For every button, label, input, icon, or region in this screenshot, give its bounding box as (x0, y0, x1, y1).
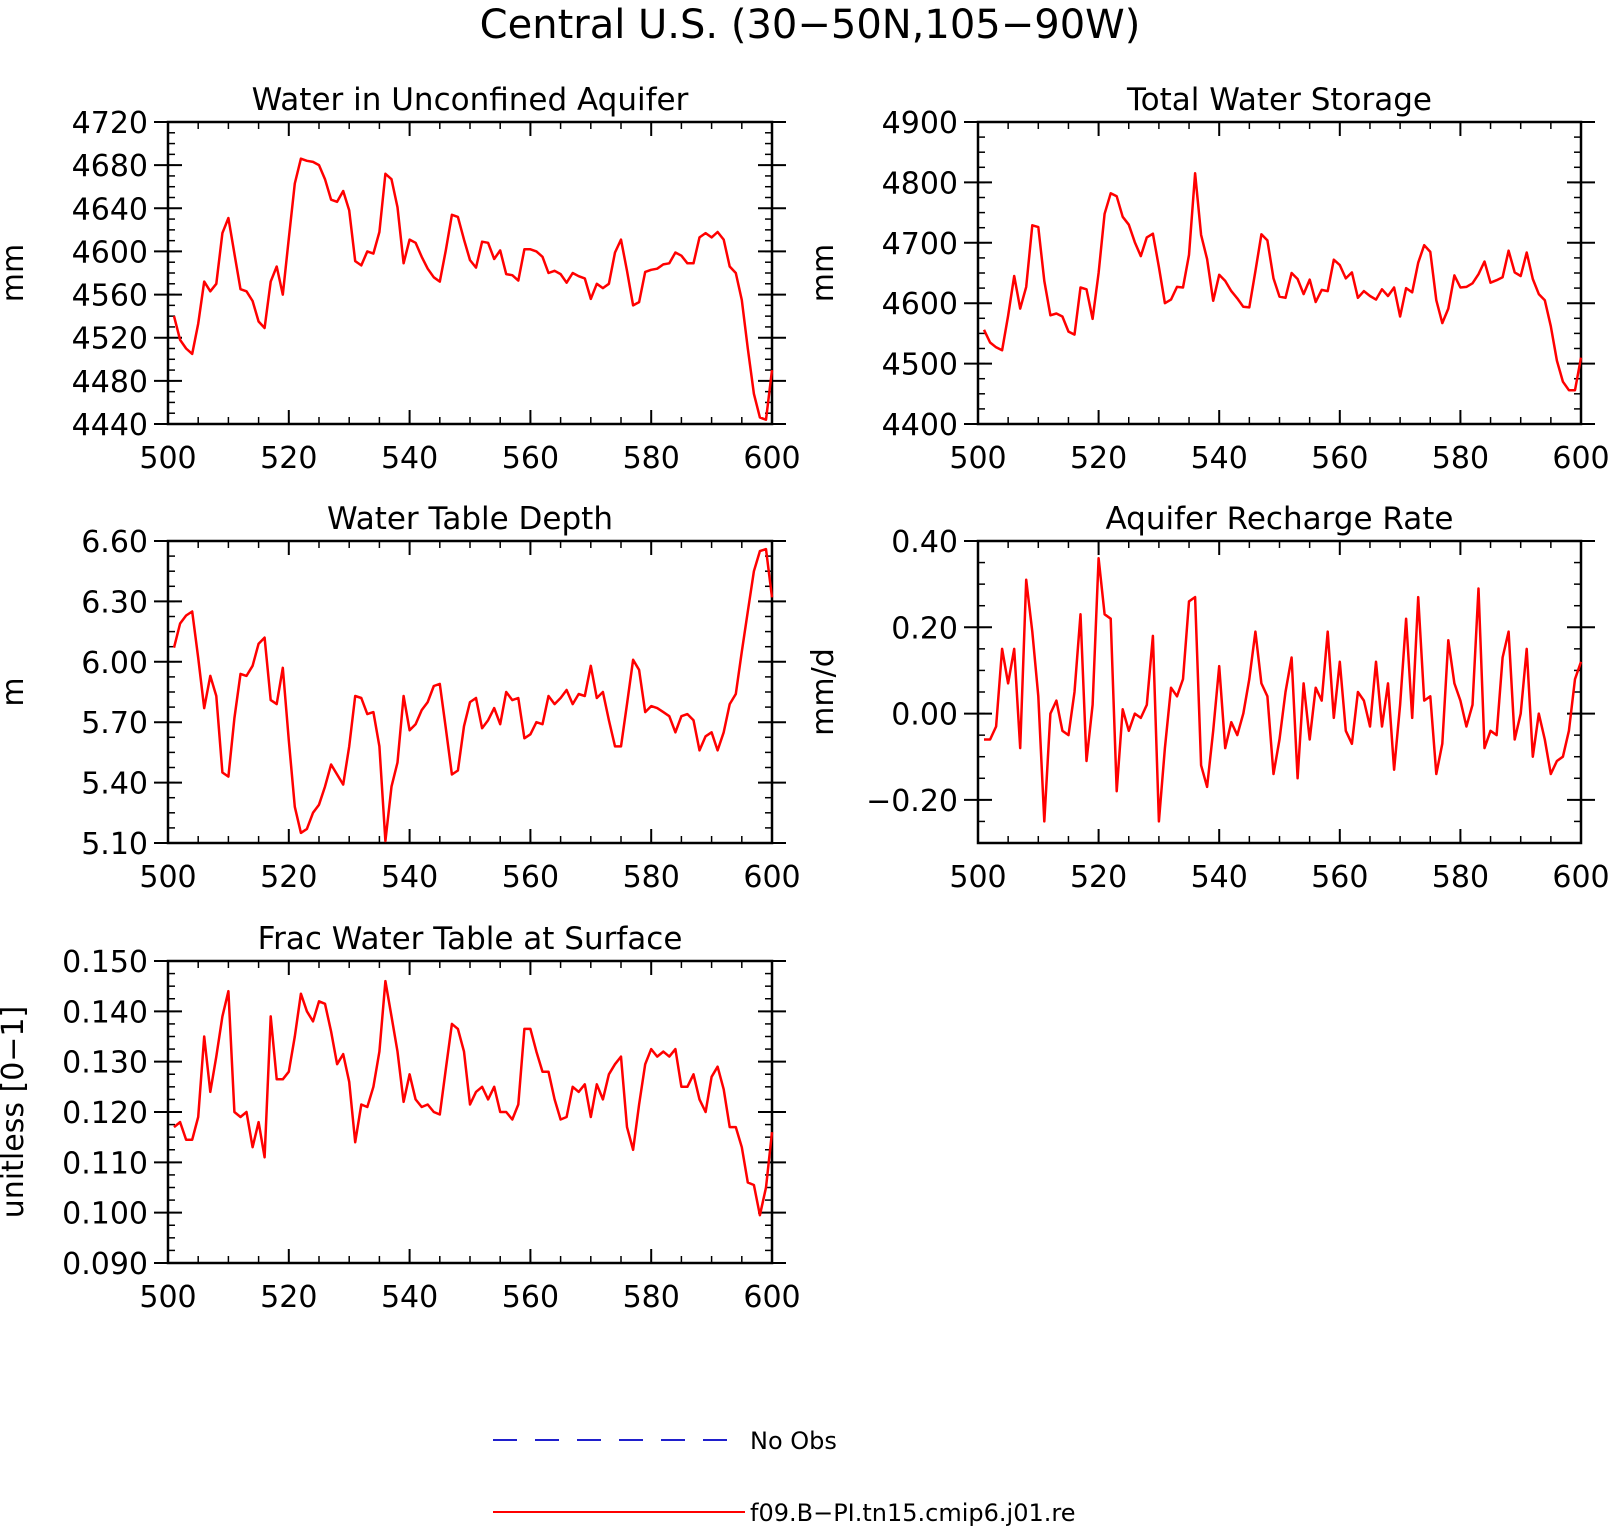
x-tick-label: 540 (1191, 860, 1248, 895)
x-tick-label: 580 (623, 441, 680, 476)
plot-frame (976, 120, 1583, 426)
y-tick-label: 0.100 (62, 1197, 148, 1232)
figure-title: Central U.S. (30−50N,105−90W) (480, 2, 1141, 48)
legend-label-no-obs: No Obs (750, 1427, 837, 1455)
legend-entry-no-obs: No Obs (493, 1427, 837, 1455)
x-tick-label: 520 (260, 441, 317, 476)
panel-title: Aquifer Recharge Rate (1106, 501, 1454, 537)
legend-entry-model-run: f09.B−PI.tn15.cmip6.j01.re (493, 1499, 1075, 1527)
y-tick-label: 4900 (882, 106, 958, 141)
panel-title: Total Water Storage (1126, 82, 1432, 118)
plot-frame (166, 120, 774, 426)
panel-title: Frac Water Table at Surface (258, 921, 683, 957)
x-tick-label: 600 (1552, 441, 1609, 476)
x-tick-label: 560 (1311, 860, 1368, 895)
y-tick-label: 0.40 (891, 525, 958, 560)
y-tick-label: 6.00 (81, 646, 148, 681)
x-tick-label: 560 (502, 860, 559, 895)
x-tick-label: 540 (381, 1280, 438, 1315)
plot-frame (166, 539, 774, 845)
x-tick-label: 520 (1070, 441, 1127, 476)
panel-water-table-depth: 500 520 540 560 580 600 5.10 5.40 5.70 6.00 6.30 6.… (0, 501, 801, 895)
y-tick-label: 4700 (882, 227, 958, 262)
y-axis-label: m (0, 677, 31, 706)
y-tick-label: 0.140 (62, 995, 148, 1030)
y-tick-label: −0.20 (866, 784, 958, 819)
x-tick-label: 580 (1432, 860, 1489, 895)
x-tick-label: 580 (623, 1280, 680, 1315)
y-tick-label: 0.20 (891, 611, 958, 646)
y-tick-label: 4680 (72, 149, 148, 184)
y-tick-label: 4560 (72, 279, 148, 314)
series-line (982, 172, 1583, 392)
y-tick-label: 0.00 (891, 698, 958, 733)
x-tick-label: 540 (381, 860, 438, 895)
x-tick-label: 520 (260, 1280, 317, 1315)
y-tick-label: 0.120 (62, 1096, 148, 1131)
y-tick-label: 4440 (72, 408, 148, 443)
y-tick-label: 0.090 (62, 1247, 148, 1282)
y-axis-label: mm (0, 244, 31, 302)
y-tick-label: 4500 (882, 348, 958, 383)
x-tick-label: 580 (1432, 441, 1489, 476)
y-tick-label: 4600 (72, 235, 148, 270)
y-tick-label: 4520 (72, 322, 148, 357)
y-tick-label: 4640 (72, 192, 148, 227)
panel-total-water-storage: 500 520 540 560 580 600 4400 4500 4600 4700 4800 49… (806, 82, 1610, 476)
x-tick-label: 560 (502, 441, 559, 476)
x-tick-label: 560 (1311, 441, 1368, 476)
series-line (173, 979, 774, 1217)
y-tick-label: 5.70 (81, 706, 148, 741)
plot-frame (166, 959, 774, 1265)
x-tick-label: 500 (139, 1280, 196, 1315)
y-tick-label: 4720 (72, 106, 148, 141)
x-tick-label: 580 (623, 860, 680, 895)
y-axis-label: mm (806, 244, 841, 302)
x-tick-label: 500 (139, 441, 196, 476)
x-tick-label: 520 (1070, 860, 1127, 895)
x-tick-label: 500 (949, 441, 1006, 476)
x-tick-label: 600 (1552, 860, 1609, 895)
x-tick-label: 540 (1191, 441, 1248, 476)
panel-title: Water in Unconfined Aquifer (252, 82, 689, 118)
x-tick-label: 500 (139, 860, 196, 895)
y-tick-label: 6.30 (81, 585, 148, 620)
x-tick-label: 540 (381, 441, 438, 476)
y-tick-label: 5.10 (81, 827, 148, 862)
y-axis-label: mm/d (806, 648, 841, 736)
x-tick-label: 560 (502, 1280, 559, 1315)
panel-title: Water Table Depth (327, 501, 613, 537)
plot-frame (976, 539, 1583, 845)
legend: No Obs f09.B−PI.tn15.cmip6.j01.re (493, 1427, 1075, 1527)
y-tick-label: 0.150 (62, 945, 148, 980)
chart-panels: 500 520 540 560 580 600 4440 4480 4520 4560 4600 46… (0, 82, 1610, 1315)
x-tick-label: 520 (260, 860, 317, 895)
x-tick-label: 600 (743, 860, 800, 895)
x-tick-label: 500 (949, 860, 1006, 895)
y-tick-label: 6.60 (81, 525, 148, 560)
x-tick-label: 600 (743, 1280, 800, 1315)
series-line (172, 547, 774, 843)
series-line (984, 557, 1583, 823)
y-tick-label: 4400 (882, 408, 958, 443)
y-tick-label: 0.110 (62, 1146, 148, 1181)
x-tick-label: 600 (743, 441, 800, 476)
legend-label-model-run: f09.B−PI.tn15.cmip6.j01.re (750, 1499, 1075, 1527)
y-tick-label: 0.130 (62, 1046, 148, 1081)
y-tick-label: 4600 (882, 287, 958, 322)
series-line (172, 157, 774, 421)
panel-frac-water-table-at-surface: 500 520 540 560 580 600 0.090 0.100 0.110 0.120 0.… (0, 921, 801, 1315)
y-axis-label: unitless [0−1] (0, 1006, 31, 1218)
panel-aquifer-recharge-rate: 500 520 540 560 580 600 −0.20 0.00 0.20 0.40 Aquif… (806, 501, 1610, 895)
panel-water-in-unconfined-aquifer: 500 520 540 560 580 600 4440 4480 4520 4560 4600 46… (0, 82, 801, 476)
y-tick-label: 4800 (882, 166, 958, 201)
y-tick-label: 5.40 (81, 767, 148, 802)
y-tick-label: 4480 (72, 365, 148, 400)
